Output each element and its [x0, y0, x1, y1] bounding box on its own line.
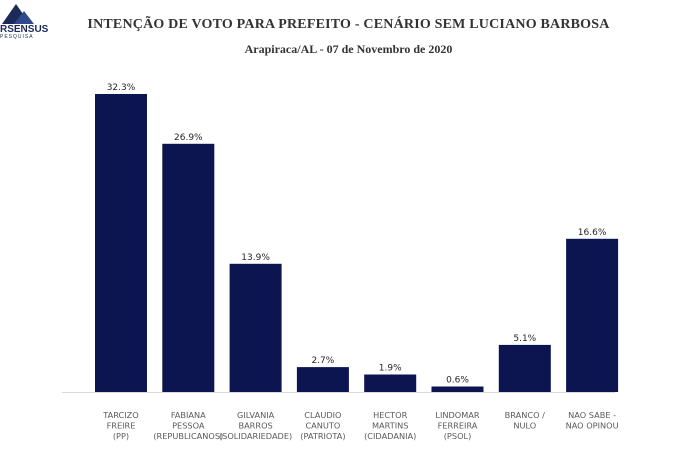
x-tick-label: HECTOR MARTINS (CIDADANIA): [364, 410, 416, 441]
bar: [566, 238, 619, 392]
bar: [296, 367, 349, 392]
data-label: 26.9%: [174, 133, 203, 143]
data-label: 13.9%: [241, 253, 270, 263]
x-tick-label: TARCIZO FREIRE (PP): [102, 410, 138, 441]
data-label: 0.6%: [446, 376, 469, 386]
bar: [431, 386, 484, 392]
bar: [498, 344, 551, 392]
data-label: 32.3%: [107, 83, 136, 93]
chart-subtitle: Arapiraca/AL - 07 de Novembro de 2020: [244, 42, 453, 56]
bar: [162, 143, 215, 392]
x-tick-label: BRANCO / NULO: [505, 410, 545, 431]
data-label: 5.1%: [513, 334, 536, 344]
data-label: 16.6%: [578, 228, 607, 238]
logo: RSENSUS PESQUISA: [0, 0, 70, 40]
x-tick-label: NAO SABE -NAO OPINOU: [566, 410, 619, 431]
x-tick-label: LINDOMAR FERREIRA (PSOL): [435, 410, 480, 441]
data-label: 1.9%: [379, 364, 402, 374]
x-tick-label: GILVANIA BARROS (SOLIDARIEDADE): [219, 410, 292, 441]
bar: [229, 263, 282, 392]
logo-tagline: PESQUISA: [0, 34, 34, 40]
bar: [364, 374, 417, 392]
logo-wordmark: RSENSUS: [0, 24, 49, 35]
data-label: 2.7%: [311, 356, 334, 366]
bar: [95, 94, 147, 392]
logo-mountain-icon: [2, 4, 34, 24]
x-tick-label: FABIANA PESSOA (REPUBLICANOS): [153, 410, 223, 441]
x-tick-label: CLAUDIO CANUTO (PATRIOTA): [300, 410, 345, 441]
chart-title: INTENÇÃO DE VOTO PARA PREFEITO - CENÁRIO…: [87, 17, 610, 32]
